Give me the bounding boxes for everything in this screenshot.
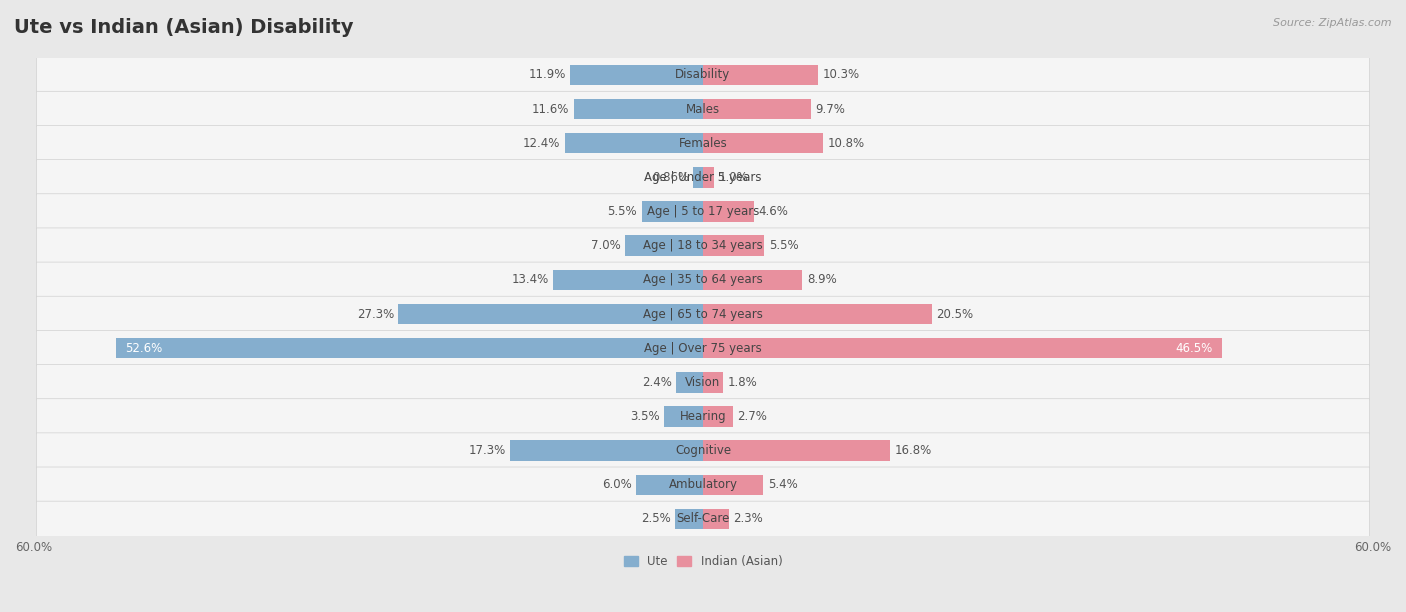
FancyBboxPatch shape	[37, 57, 1369, 92]
Bar	[624, 236, 703, 256]
FancyBboxPatch shape	[37, 501, 1369, 537]
FancyBboxPatch shape	[37, 330, 1369, 366]
Bar	[510, 441, 703, 461]
Text: 1.0%: 1.0%	[718, 171, 748, 184]
FancyBboxPatch shape	[37, 296, 1369, 332]
FancyBboxPatch shape	[37, 91, 1369, 127]
Bar	[574, 99, 703, 119]
Text: 11.6%: 11.6%	[531, 103, 569, 116]
Text: 6.0%: 6.0%	[602, 479, 631, 491]
Bar	[565, 133, 703, 154]
Text: 5.4%: 5.4%	[768, 479, 797, 491]
Text: Vision: Vision	[685, 376, 721, 389]
Bar	[703, 99, 811, 119]
Text: 16.8%: 16.8%	[894, 444, 932, 457]
FancyBboxPatch shape	[37, 160, 1369, 195]
Text: Males: Males	[686, 103, 720, 116]
Text: 27.3%: 27.3%	[357, 307, 394, 321]
Text: 2.3%: 2.3%	[733, 512, 763, 526]
Bar	[636, 474, 703, 495]
Text: 3.5%: 3.5%	[630, 410, 659, 423]
Bar	[703, 201, 755, 222]
Legend: Ute, Indian (Asian): Ute, Indian (Asian)	[619, 551, 787, 573]
Bar	[703, 65, 818, 85]
Bar	[703, 338, 1222, 359]
Bar	[703, 270, 803, 290]
Bar	[703, 372, 723, 392]
Text: Age | 18 to 34 years: Age | 18 to 34 years	[643, 239, 763, 252]
Bar	[703, 236, 765, 256]
Text: 10.3%: 10.3%	[823, 69, 859, 81]
FancyBboxPatch shape	[37, 228, 1369, 263]
FancyBboxPatch shape	[37, 262, 1369, 297]
Text: 8.9%: 8.9%	[807, 274, 837, 286]
Bar	[703, 474, 763, 495]
Text: 2.5%: 2.5%	[641, 512, 671, 526]
Bar	[117, 338, 703, 359]
Text: 2.4%: 2.4%	[643, 376, 672, 389]
Text: Ambulatory: Ambulatory	[668, 479, 738, 491]
FancyBboxPatch shape	[37, 467, 1369, 502]
Bar	[693, 167, 703, 188]
FancyBboxPatch shape	[37, 194, 1369, 230]
Text: 13.4%: 13.4%	[512, 274, 548, 286]
Text: Cognitive: Cognitive	[675, 444, 731, 457]
Bar	[675, 509, 703, 529]
Text: 46.5%: 46.5%	[1175, 341, 1213, 355]
Text: Self-Care: Self-Care	[676, 512, 730, 526]
Text: 17.3%: 17.3%	[468, 444, 506, 457]
Bar	[703, 441, 890, 461]
Text: Age | Over 75 years: Age | Over 75 years	[644, 341, 762, 355]
Text: Age | 35 to 64 years: Age | 35 to 64 years	[643, 274, 763, 286]
Text: Age | 5 to 17 years: Age | 5 to 17 years	[647, 205, 759, 218]
Text: Age | Under 5 years: Age | Under 5 years	[644, 171, 762, 184]
Bar	[703, 167, 714, 188]
Bar	[676, 372, 703, 392]
Text: Age | 65 to 74 years: Age | 65 to 74 years	[643, 307, 763, 321]
Text: Females: Females	[679, 136, 727, 150]
Text: 7.0%: 7.0%	[591, 239, 620, 252]
Text: 2.7%: 2.7%	[738, 410, 768, 423]
Text: Hearing: Hearing	[679, 410, 727, 423]
Bar	[571, 65, 703, 85]
Text: 52.6%: 52.6%	[125, 341, 162, 355]
FancyBboxPatch shape	[37, 398, 1369, 435]
Text: 9.7%: 9.7%	[815, 103, 845, 116]
Bar	[641, 201, 703, 222]
Text: 5.5%: 5.5%	[769, 239, 799, 252]
Bar	[664, 406, 703, 427]
FancyBboxPatch shape	[37, 125, 1369, 161]
Text: 5.5%: 5.5%	[607, 205, 637, 218]
Text: 4.6%: 4.6%	[759, 205, 789, 218]
FancyBboxPatch shape	[37, 433, 1369, 468]
Text: Source: ZipAtlas.com: Source: ZipAtlas.com	[1274, 18, 1392, 28]
Bar	[703, 509, 728, 529]
Bar	[703, 304, 932, 324]
Text: 10.8%: 10.8%	[828, 136, 865, 150]
Bar	[703, 133, 824, 154]
Text: 20.5%: 20.5%	[936, 307, 973, 321]
Bar	[398, 304, 703, 324]
Bar	[703, 406, 733, 427]
Text: 1.8%: 1.8%	[727, 376, 758, 389]
Bar	[554, 270, 703, 290]
Text: Disability: Disability	[675, 69, 731, 81]
Text: 12.4%: 12.4%	[523, 136, 560, 150]
FancyBboxPatch shape	[37, 365, 1369, 400]
Text: 11.9%: 11.9%	[529, 69, 565, 81]
Text: 0.86%: 0.86%	[652, 171, 689, 184]
Text: Ute vs Indian (Asian) Disability: Ute vs Indian (Asian) Disability	[14, 18, 353, 37]
